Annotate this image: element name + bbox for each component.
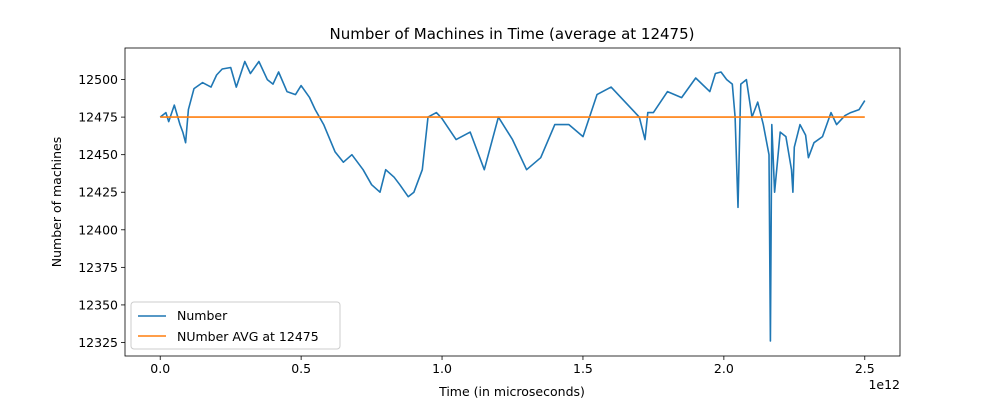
y-tick-label: 12450 [78, 147, 118, 162]
legend-box [130, 301, 341, 350]
x-axis-title: Time (in microseconds) [438, 384, 585, 399]
chart-title: Number of Machines in Time (average at 1… [330, 25, 695, 43]
x-tick-label: 0.0 [150, 361, 170, 376]
legend-label-number: Number [177, 308, 228, 323]
x-axis: 0.0 0.5 1.0 1.5 2.0 2.5 [150, 356, 875, 376]
y-tick-label: 12475 [78, 110, 118, 125]
legend-label-avg: NUmber AVG at 12475 [177, 329, 319, 344]
x-tick-label: 2.0 [714, 361, 734, 376]
x-tick-label: 0.5 [291, 361, 311, 376]
y-tick-label: 12425 [78, 185, 118, 200]
y-axis: 12325 12350 12375 12400 12425 12450 12475 12500 [78, 72, 125, 350]
x-tick-label: 1.5 [573, 361, 593, 376]
series-number-line [159, 60, 866, 342]
x-offset-label: 1e12 [868, 377, 900, 392]
y-tick-label: 12325 [78, 335, 118, 350]
series-layer [159, 60, 866, 342]
x-tick-label: 2.5 [855, 361, 875, 376]
y-tick-label: 12350 [78, 297, 118, 312]
y-axis-title: Number of machines [49, 137, 64, 267]
y-tick-label: 12500 [78, 72, 118, 87]
y-tick-label: 12375 [78, 260, 118, 275]
y-tick-label: 12400 [78, 222, 118, 237]
plot-frame [124, 47, 901, 357]
legend: Number NUmber AVG at 12475 [130, 301, 341, 350]
x-tick-label: 1.0 [432, 361, 452, 376]
